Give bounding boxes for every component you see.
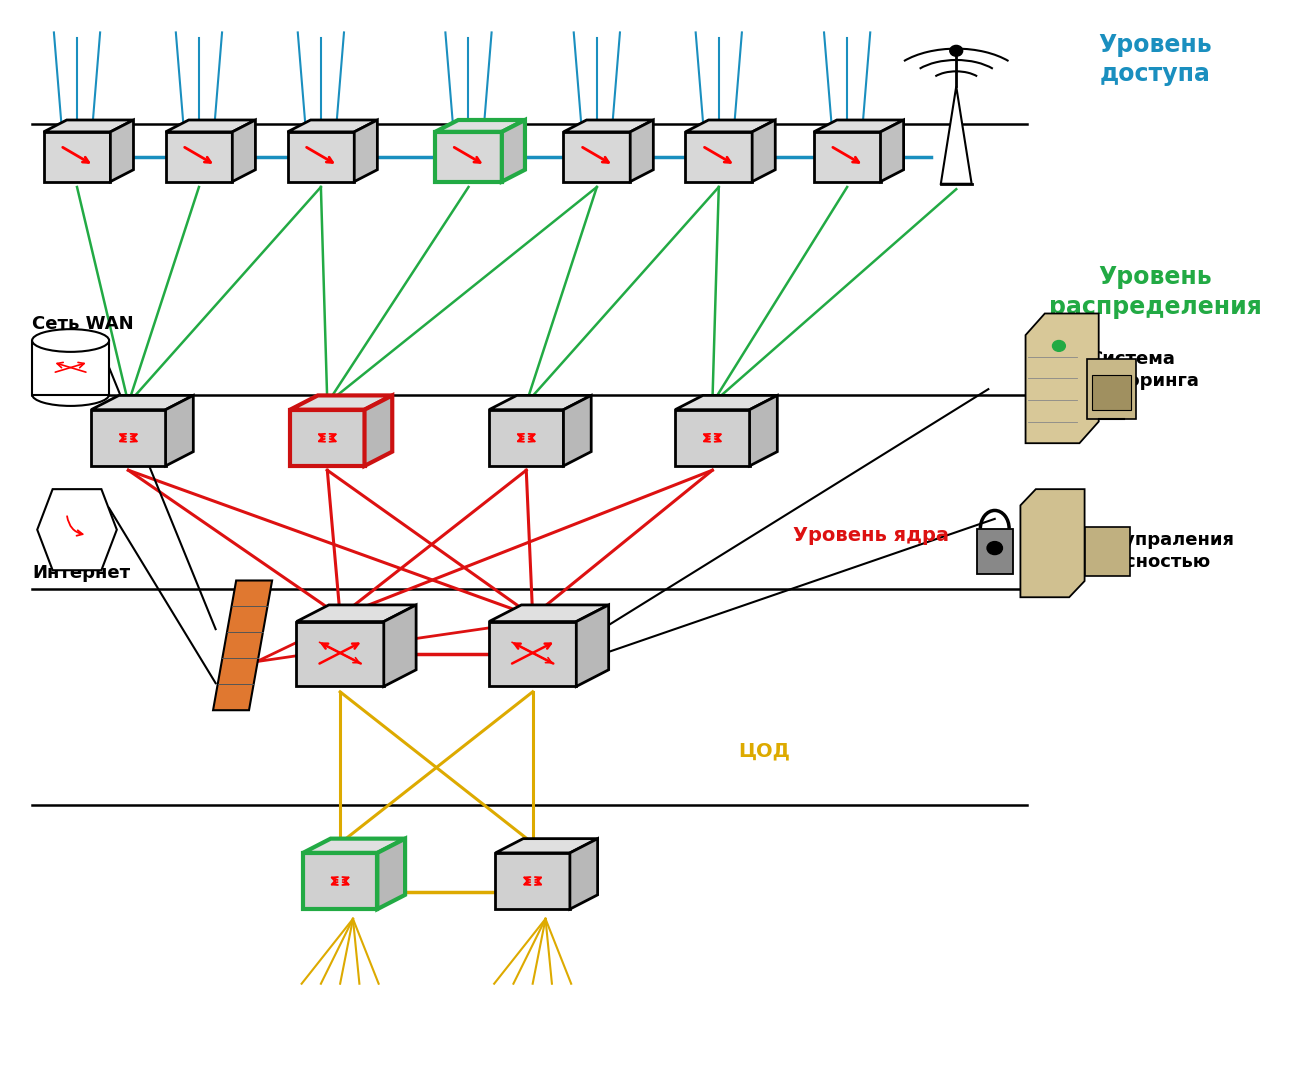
Polygon shape — [303, 853, 378, 909]
Polygon shape — [32, 341, 110, 395]
Polygon shape — [435, 120, 525, 132]
Polygon shape — [232, 120, 255, 182]
Polygon shape — [288, 132, 355, 182]
Polygon shape — [1020, 489, 1085, 597]
Polygon shape — [297, 605, 417, 622]
Polygon shape — [303, 839, 405, 853]
Polygon shape — [37, 489, 117, 571]
FancyBboxPatch shape — [1087, 359, 1136, 418]
Polygon shape — [564, 120, 653, 132]
Polygon shape — [297, 622, 384, 686]
Text: Сеть WAN: Сеть WAN — [32, 316, 134, 333]
Polygon shape — [489, 622, 577, 686]
Circle shape — [1053, 341, 1066, 351]
Polygon shape — [489, 410, 564, 466]
FancyBboxPatch shape — [1093, 374, 1131, 410]
Polygon shape — [495, 853, 570, 909]
Polygon shape — [685, 120, 775, 132]
Text: Интернет: Интернет — [32, 564, 130, 582]
Polygon shape — [44, 132, 111, 182]
Polygon shape — [435, 132, 502, 182]
Polygon shape — [749, 396, 778, 466]
Text: ЦОД: ЦОД — [738, 742, 789, 761]
Polygon shape — [213, 580, 272, 710]
Text: Уровень ядра: Уровень ядра — [793, 525, 949, 545]
Polygon shape — [881, 120, 903, 182]
Polygon shape — [165, 132, 232, 182]
Polygon shape — [165, 120, 255, 132]
Text: Уровень
доступа: Уровень доступа — [1098, 32, 1213, 86]
Polygon shape — [495, 839, 597, 853]
Polygon shape — [384, 605, 417, 686]
Polygon shape — [940, 86, 971, 184]
Polygon shape — [675, 396, 778, 410]
Polygon shape — [290, 410, 365, 466]
Polygon shape — [378, 839, 405, 909]
Polygon shape — [570, 839, 597, 909]
Polygon shape — [365, 396, 392, 466]
Polygon shape — [288, 120, 378, 132]
Polygon shape — [111, 120, 133, 182]
Polygon shape — [564, 396, 591, 466]
Text: Система
мониторинга: Система мониторинга — [1066, 349, 1198, 390]
Polygon shape — [165, 396, 194, 466]
FancyBboxPatch shape — [1085, 528, 1130, 575]
Polygon shape — [502, 120, 525, 182]
Polygon shape — [577, 605, 609, 686]
Polygon shape — [564, 132, 631, 182]
Polygon shape — [92, 410, 165, 466]
Text: Уровень
распределения: Уровень распределения — [1049, 265, 1262, 319]
Polygon shape — [355, 120, 378, 182]
Polygon shape — [631, 120, 653, 182]
Polygon shape — [489, 605, 609, 622]
Ellipse shape — [32, 383, 110, 406]
FancyBboxPatch shape — [977, 529, 1013, 574]
Polygon shape — [92, 396, 194, 410]
Circle shape — [987, 542, 1002, 555]
Polygon shape — [685, 132, 752, 182]
Polygon shape — [290, 396, 392, 410]
Polygon shape — [814, 132, 881, 182]
Polygon shape — [44, 120, 133, 132]
Circle shape — [949, 45, 962, 56]
Polygon shape — [752, 120, 775, 182]
Polygon shape — [1026, 313, 1099, 443]
Polygon shape — [489, 396, 591, 410]
Polygon shape — [675, 410, 749, 466]
Text: Система упраления
безобасностью: Система упраления безобасностью — [1031, 531, 1233, 572]
Polygon shape — [814, 120, 903, 132]
Ellipse shape — [32, 329, 110, 352]
